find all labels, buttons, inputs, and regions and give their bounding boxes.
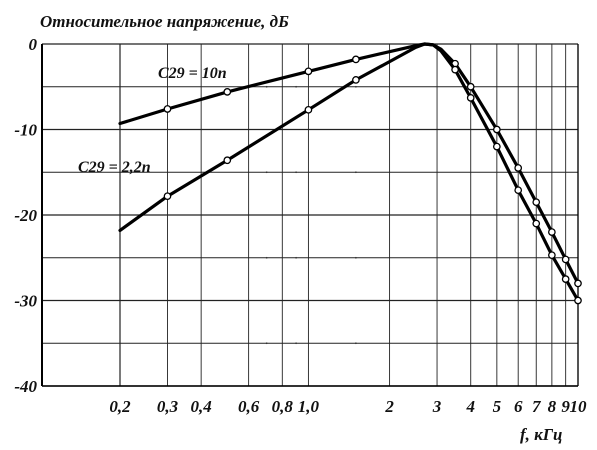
axes bbox=[41, 44, 579, 387]
data-point bbox=[163, 192, 172, 201]
grid-dot bbox=[295, 342, 297, 345]
grid-dot bbox=[354, 256, 357, 259]
data-point bbox=[304, 105, 313, 114]
grid-dot bbox=[265, 342, 268, 345]
x-tick-label: 0,2 bbox=[109, 397, 131, 416]
y-tick-label: -30 bbox=[14, 292, 37, 311]
series-label-c29-10n: C29 = 10n bbox=[158, 65, 227, 82]
x-tick-label: 8 bbox=[548, 397, 557, 416]
y-tick-label: -40 bbox=[14, 377, 37, 396]
x-tick-label: 0,4 bbox=[191, 397, 212, 416]
x-tick-label: 2 bbox=[384, 397, 394, 416]
grid-dot bbox=[265, 256, 268, 259]
data-point bbox=[223, 88, 232, 96]
series bbox=[118, 42, 582, 305]
data-point bbox=[492, 142, 501, 151]
grid bbox=[42, 43, 579, 387]
x-tick-label: 9 bbox=[561, 397, 570, 416]
x-tick-label: 3 bbox=[432, 397, 442, 416]
x-tick-label: 4 bbox=[465, 397, 475, 416]
data-point bbox=[492, 125, 501, 134]
y-tick-label: -10 bbox=[14, 121, 37, 140]
x-axis-label: f, кГц bbox=[520, 425, 563, 444]
x-tick-label: 0,3 bbox=[157, 397, 179, 416]
chart-title: Относительное напряжение, дБ bbox=[40, 12, 289, 31]
data-point bbox=[451, 65, 459, 74]
data-point bbox=[163, 105, 172, 113]
grid-dot bbox=[354, 342, 357, 345]
data-point bbox=[304, 67, 313, 76]
x-tick-label: 6 bbox=[514, 397, 523, 416]
data-point bbox=[532, 219, 541, 228]
data-point bbox=[223, 156, 232, 165]
data-point bbox=[548, 251, 556, 260]
series-label-c29-2-2n: C29 = 2,2n bbox=[78, 159, 151, 176]
x-tick-label: 0,8 bbox=[272, 397, 294, 416]
grid-dot bbox=[265, 85, 268, 88]
data-point bbox=[561, 275, 570, 283]
x-tick-label: 1,0 bbox=[298, 397, 320, 416]
data-point bbox=[561, 255, 570, 264]
data-point bbox=[466, 82, 475, 91]
series-line-1 bbox=[118, 42, 580, 303]
grid-dot bbox=[295, 85, 297, 88]
data-point bbox=[514, 164, 523, 172]
data-point bbox=[548, 228, 556, 236]
grid-dot bbox=[295, 256, 297, 259]
data-point bbox=[352, 55, 360, 64]
grid-dot bbox=[354, 171, 357, 174]
x-tick-label: 0,6 bbox=[238, 397, 260, 416]
grid-dot bbox=[265, 171, 268, 174]
data-point bbox=[466, 94, 475, 102]
data-point bbox=[352, 76, 360, 84]
data-point bbox=[574, 279, 582, 288]
grid-dot bbox=[295, 171, 297, 174]
data-point bbox=[532, 198, 541, 207]
x-tick-label: 7 bbox=[532, 397, 542, 416]
y-tick-label: -20 bbox=[14, 206, 37, 225]
x-tick-label: 10 bbox=[570, 397, 588, 416]
y-tick-label: 0 bbox=[29, 35, 38, 54]
data-point bbox=[574, 296, 582, 305]
tick-labels: 0 -10 -20 -30 -40 0,2 0,3 0,4 0,6 0,8 1,0 2 3 4 5 6 7 8 9 1… bbox=[14, 35, 587, 416]
data-point bbox=[514, 186, 523, 195]
x-tick-label: 5 bbox=[493, 397, 502, 416]
grid-dot bbox=[354, 85, 357, 88]
